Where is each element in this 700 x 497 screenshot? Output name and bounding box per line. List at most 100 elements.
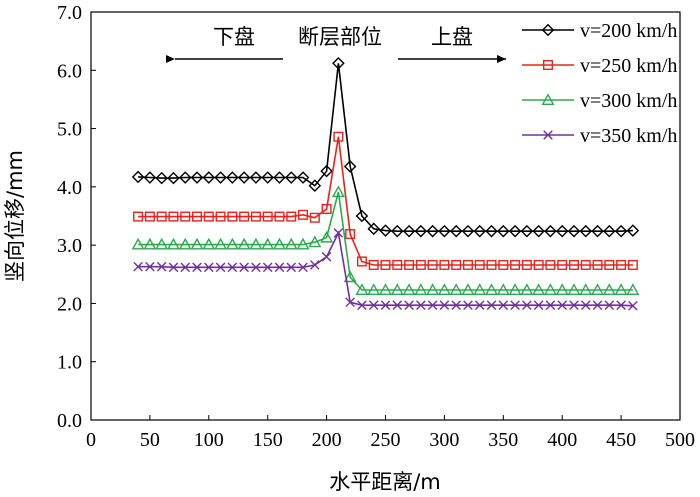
data-point [178,237,192,250]
data-point [202,237,216,250]
data-point [308,235,322,248]
x-tick-label: 0 [86,429,96,451]
data-point [404,300,414,310]
data-point [416,300,426,310]
data-point [227,262,238,273]
data-point [167,171,180,185]
y-tick-label: 2.0 [57,293,82,315]
legend: v=200 km/h v=250 km/h v=300 km/h v=350 km/h [522,20,677,147]
data-point [379,283,392,296]
data-point [614,283,628,296]
data-point [473,224,487,238]
data-point [404,259,415,270]
data-point [426,224,439,238]
data-point [262,211,273,222]
data-point [520,224,534,238]
x-tick-label: 400 [547,429,577,451]
data-point [486,259,497,270]
x-tick-label: 150 [253,429,283,451]
data-point [510,259,521,270]
data-point [155,237,169,250]
data-point [345,297,355,308]
series-4 [133,228,638,311]
data-point [614,224,628,238]
data-point [250,211,261,222]
data-point [368,300,379,310]
data-point [602,283,616,296]
legend-marker [541,23,555,37]
data-point [437,283,451,296]
data-point [462,259,473,270]
data-point [345,229,356,240]
data-point [274,262,285,273]
data-point [485,224,498,238]
data-point [438,224,451,238]
data-point [143,171,157,184]
data-point [522,300,532,310]
data-point [273,171,286,184]
data-point [626,224,640,237]
data-point [591,224,604,238]
series-layer [131,57,640,311]
x-tick-label: 350 [488,429,518,451]
data-point [156,211,167,222]
data-point [215,262,226,273]
data-point [133,261,143,272]
data-point [298,209,309,220]
data-point [156,261,167,272]
data-point [626,283,640,296]
data-point [569,300,579,310]
data-point [486,300,497,310]
data-point [166,237,180,250]
axes: 0 50 100 150 200 250 300 350 400 450 500 0.0 1.0 2.0 3… [57,2,695,451]
data-point [567,283,581,296]
x-tick-label: 50 [140,429,160,451]
data-point [333,131,344,142]
y-tick-label: 5.0 [57,119,82,141]
data-point [533,259,544,270]
y-axis-title: 竖向位移/mm [3,150,27,282]
legend-marker [543,130,553,140]
data-point [133,211,144,222]
data-point [355,283,369,296]
data-point [414,224,428,238]
data-point [333,228,344,238]
data-point [168,262,179,273]
y-tick-label: 0.0 [57,410,82,432]
data-point [237,237,251,250]
data-point [215,211,226,222]
data-point [237,171,251,184]
data-point [298,262,308,273]
data-point [286,262,297,273]
data-point [226,171,239,184]
data-point [332,57,345,70]
data-point [392,259,403,270]
data-point [320,164,333,178]
y-tick-label: 4.0 [57,177,82,199]
y-tick-label: 6.0 [57,60,82,82]
data-point [310,260,320,270]
data-point [145,261,155,272]
x-tick-label: 300 [429,429,459,451]
data-point [249,171,263,184]
x-tick-label: 450 [606,429,636,451]
series-2 [133,131,638,270]
data-point [190,171,204,184]
data-point [557,259,568,270]
data-point [532,224,545,238]
data-point [402,224,416,238]
legend-item: v=300 km/h [522,90,677,112]
data-point [155,171,168,185]
data-point [544,224,557,238]
legend-item: v=250 km/h [522,55,677,77]
data-point [415,259,426,270]
data-point [274,211,285,222]
data-point [368,259,379,270]
data-point [204,262,214,273]
data-point [249,237,263,250]
series-line [138,63,633,232]
data-point [390,224,404,238]
series-1 [131,57,640,238]
data-point [308,179,322,192]
legend-label: v=300 km/h [580,90,677,112]
